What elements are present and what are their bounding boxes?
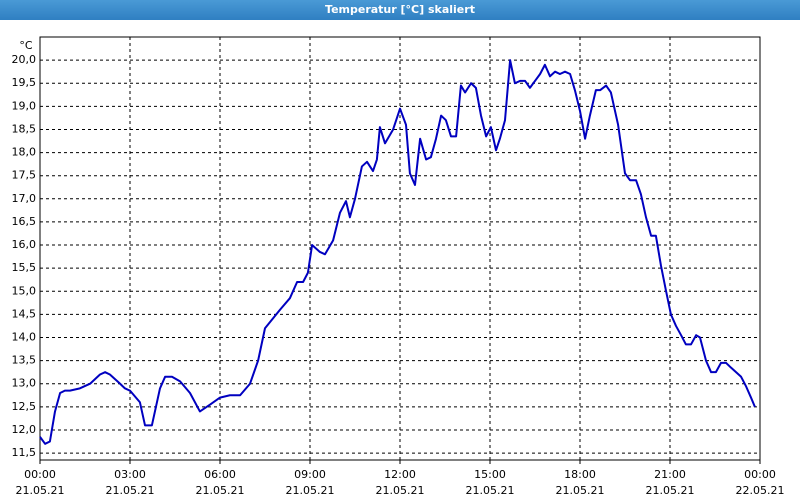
x-tick-label: 22.05.21: [736, 484, 785, 497]
x-tick-label: 21.05.21: [196, 484, 245, 497]
y-tick-label: 16,0: [12, 238, 37, 251]
y-tick-label: 19,0: [12, 99, 37, 112]
x-tick-label: 21.05.21: [556, 484, 605, 497]
x-tick-label: 21.05.21: [646, 484, 695, 497]
y-tick-label: 13,0: [12, 377, 37, 390]
y-tick-label: 14,5: [12, 307, 37, 320]
y-tick-label: 16,5: [12, 215, 37, 228]
y-unit: °C: [19, 39, 33, 52]
x-tick-label: 21.05.21: [286, 484, 335, 497]
y-tick-label: 17,0: [12, 192, 37, 205]
y-tick-label: 20,0: [12, 53, 37, 66]
y-tick-label: 12,0: [12, 423, 37, 436]
temperature-line: [39, 59, 756, 445]
y-tick-label: 17,5: [12, 169, 37, 182]
x-tick-label: 06:00: [204, 468, 236, 481]
y-tick-label: 12,5: [12, 400, 37, 413]
x-tick-label: 21.05.21: [466, 484, 515, 497]
y-tick-label: 18,5: [12, 122, 37, 135]
y-tick-label: 13,5: [12, 354, 37, 367]
y-tick-label: 15,0: [12, 284, 37, 297]
x-tick-label: 18:00: [564, 468, 596, 481]
y-tick-label: 14,0: [12, 330, 37, 343]
x-tick-label: 12:00: [384, 468, 416, 481]
title-bar: Temperatur [°C] skaliert: [0, 0, 800, 20]
x-tick-label: 15:00: [474, 468, 506, 481]
x-tick-label: 21:00: [654, 468, 686, 481]
x-tick-label: 00:00: [24, 468, 56, 481]
x-tick-label: 09:00: [294, 468, 326, 481]
x-tick-label: 21.05.21: [376, 484, 425, 497]
x-tick-label: 03:00: [114, 468, 146, 481]
x-tick-label: 21.05.21: [106, 484, 155, 497]
y-tick-label: 11,5: [12, 446, 37, 459]
x-tick-label: 21.05.21: [16, 484, 65, 497]
y-tick-label: 15,5: [12, 261, 37, 274]
y-tick-label: 19,5: [12, 76, 37, 89]
x-tick-label: 00:00: [744, 468, 776, 481]
chart: °C 11,5 12,0 12,5 13,0 13,5 14,0 14,5 15,0 15,5 1…: [12, 36, 785, 497]
y-tick-label: 18,0: [12, 146, 37, 159]
